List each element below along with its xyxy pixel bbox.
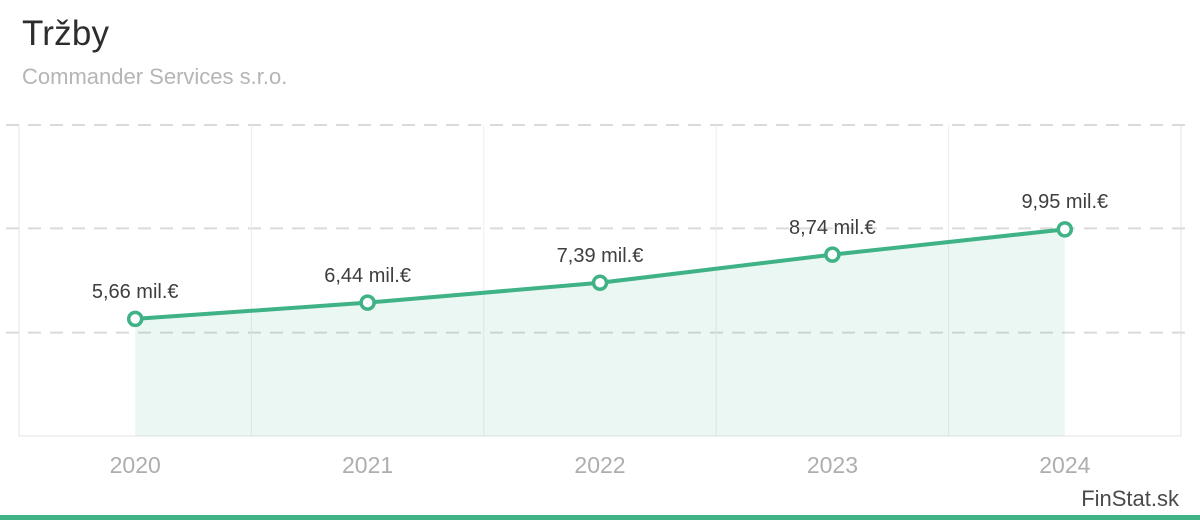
x-tick-2024: 2024 [1039, 452, 1091, 478]
x-axis: 2020 2021 2022 2023 2024 [19, 450, 1181, 480]
x-tick-2021: 2021 [342, 452, 394, 478]
data-label-2023: 8,74 mil.€ [789, 216, 876, 239]
plot-area: 5,66 mil.€ 6,44 mil.€ 7,39 mil.€ 8,74 mi… [0, 124, 1200, 437]
data-point-marker-2023[interactable] [824, 246, 841, 263]
x-tick-2022: 2022 [574, 452, 626, 478]
bottom-accent-bar [0, 515, 1200, 520]
x-tick-2020: 2020 [109, 452, 161, 478]
chart-title: Tržby [22, 14, 110, 53]
data-label-2021: 6,44 mil.€ [324, 264, 411, 287]
finstat-watermark[interactable]: FinStat.sk [1081, 486, 1179, 511]
data-point-marker-2021[interactable] [359, 294, 376, 311]
line-chart-plot [6, 124, 1194, 437]
data-label-2022: 7,39 mil.€ [556, 244, 644, 267]
data-label-2020: 5,66 mil.€ [91, 280, 179, 303]
data-point-marker-2022[interactable] [591, 274, 609, 292]
data-label-2024: 9,95 mil.€ [1021, 191, 1109, 214]
x-tick-2023: 2023 [806, 452, 858, 478]
series-area-fill [135, 229, 1065, 436]
chart-subtitle: Commander Services s.r.o. [22, 64, 288, 89]
data-point-marker-2020[interactable] [126, 310, 144, 328]
data-point-marker-2024[interactable] [1056, 221, 1074, 238]
